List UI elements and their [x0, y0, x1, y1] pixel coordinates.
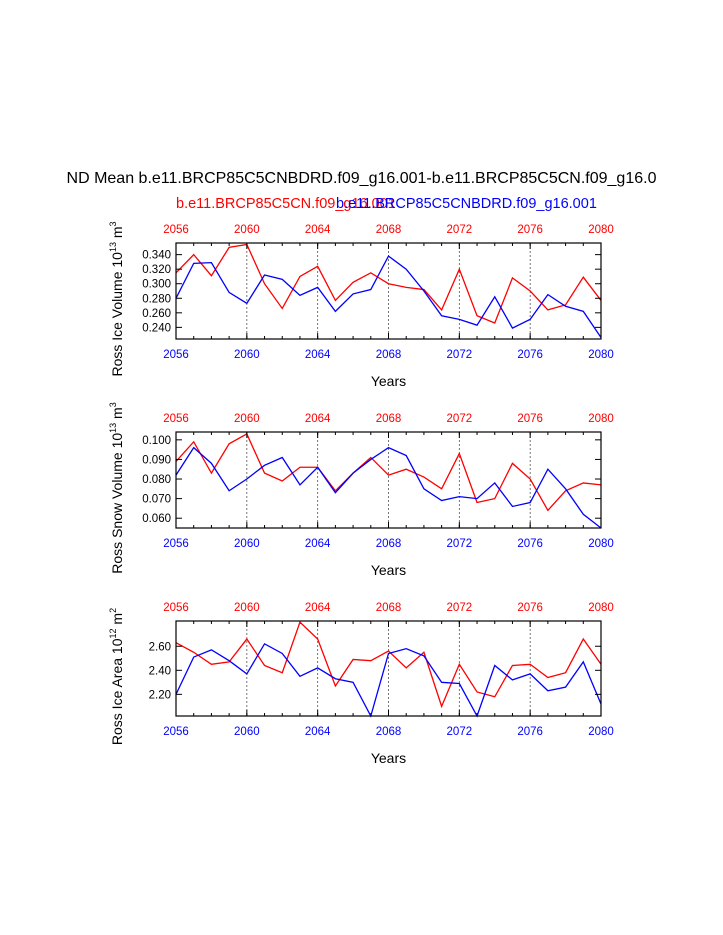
y-axis-title-part: 3 — [108, 402, 118, 407]
x-tick-label-top: 2060 — [234, 224, 260, 236]
x-tick-label-bottom: 2068 — [376, 726, 402, 738]
x-tick-label-top: 2060 — [234, 413, 260, 425]
x-tick-label-top: 2056 — [163, 413, 189, 425]
y-tick-label: 0.240 — [142, 322, 171, 334]
y-axis-title: Ross Ice Area 1012 m2 — [108, 608, 125, 745]
x-tick-label-top: 2056 — [163, 602, 189, 614]
x-tick-label-bottom: 2080 — [588, 538, 614, 550]
panel-2: 2056 2056 2060 2060 2064 2064 2068 2068 2072 2072… — [108, 402, 614, 578]
x-tick-label-bottom: 2068 — [376, 349, 402, 361]
x-tick-label-bottom: 2056 — [163, 538, 189, 550]
x-tick-label-bottom: 2076 — [517, 726, 543, 738]
x-tick-label-top: 2076 — [517, 602, 543, 614]
x-tick-label-bottom: 2056 — [163, 349, 189, 361]
x-tick-label-top: 2056 — [163, 224, 189, 236]
y-tick-label: 2.20 — [149, 689, 171, 701]
x-tick-label-bottom: 2068 — [376, 538, 402, 550]
y-tick-label: 0.090 — [142, 454, 171, 466]
x-tick-label-top: 2076 — [517, 224, 543, 236]
x-axis-title: Years — [371, 562, 406, 578]
y-tick-label: 0.070 — [142, 494, 171, 506]
chart-figure: 2056 2056 2060 2060 2064 2064 2068 2068 2072 2072… — [0, 0, 723, 935]
y-axis-title-part: 3 — [108, 221, 118, 226]
y-axis-title-part: 12 — [108, 628, 118, 638]
x-tick-label-top: 2072 — [447, 224, 473, 236]
x-tick-label-bottom: 2072 — [447, 538, 473, 550]
x-tick-label-bottom: 2064 — [305, 349, 331, 361]
y-axis-title-part: m — [109, 226, 125, 242]
y-axis-title-part: 13 — [108, 242, 118, 252]
x-tick-label-bottom: 2060 — [234, 349, 260, 361]
y-tick-label: 0.100 — [142, 435, 171, 447]
x-tick-label-top: 2064 — [305, 224, 331, 236]
x-tick-label-bottom: 2076 — [517, 349, 543, 361]
x-tick-label-bottom: 2072 — [447, 726, 473, 738]
y-axis-title-part: 13 — [108, 423, 118, 433]
y-axis-title-part: 2 — [108, 608, 118, 613]
x-tick-label-top: 2060 — [234, 602, 260, 614]
panel-3: 2056 2056 2060 2060 2064 2064 2068 2068 2072 2072… — [108, 602, 614, 766]
x-tick-label-top: 2072 — [447, 413, 473, 425]
x-tick-label-bottom: 2064 — [305, 726, 331, 738]
y-tick-label: 0.060 — [142, 513, 171, 525]
x-tick-label-top: 2068 — [376, 224, 402, 236]
y-axis-title-part: Ross Ice Area 10 — [109, 638, 125, 745]
x-tick-label-top: 2072 — [447, 602, 473, 614]
x-tick-label-top: 2064 — [305, 413, 331, 425]
x-axis-title: Years — [371, 750, 406, 766]
x-tick-label-bottom: 2080 — [588, 349, 614, 361]
y-tick-label: 0.340 — [142, 250, 171, 262]
y-tick-label: 2.40 — [149, 665, 171, 677]
x-tick-label-bottom: 2072 — [447, 349, 473, 361]
x-tick-label-bottom: 2060 — [234, 538, 260, 550]
x-tick-label-top: 2064 — [305, 602, 331, 614]
x-tick-label-top: 2068 — [376, 413, 402, 425]
x-tick-label-top: 2068 — [376, 602, 402, 614]
x-tick-label-bottom: 2056 — [163, 726, 189, 738]
y-tick-label: 0.300 — [142, 279, 171, 291]
y-axis-title: Ross Snow Volume 1013 m3 — [108, 402, 125, 573]
y-axis-title-part: Ross Ice Volume 10 — [109, 252, 125, 377]
x-tick-label-bottom: 2060 — [234, 726, 260, 738]
y-tick-label: 0.080 — [142, 474, 171, 486]
x-axis-title: Years — [371, 373, 406, 389]
x-tick-label-bottom: 2076 — [517, 538, 543, 550]
y-axis-title-part: m — [109, 407, 125, 423]
y-axis-title: Ross Ice Volume 1013 m3 — [108, 221, 125, 376]
y-axis-title-part: m — [109, 613, 125, 629]
x-tick-label-bottom: 2080 — [588, 726, 614, 738]
panel-1: 2056 2056 2060 2060 2064 2064 2068 2068 2072 2072… — [108, 221, 614, 389]
y-tick-label: 0.260 — [142, 308, 171, 320]
y-tick-label: 2.60 — [149, 641, 171, 653]
y-axis-title-part: Ross Snow Volume 10 — [109, 433, 125, 574]
x-tick-label-top: 2080 — [588, 224, 614, 236]
x-tick-label-bottom: 2064 — [305, 538, 331, 550]
x-tick-label-top: 2080 — [588, 413, 614, 425]
y-tick-label: 0.320 — [142, 264, 171, 276]
y-tick-label: 0.280 — [142, 293, 171, 305]
x-tick-label-top: 2076 — [517, 413, 543, 425]
series-line-blue — [176, 448, 601, 528]
x-tick-label-top: 2080 — [588, 602, 614, 614]
